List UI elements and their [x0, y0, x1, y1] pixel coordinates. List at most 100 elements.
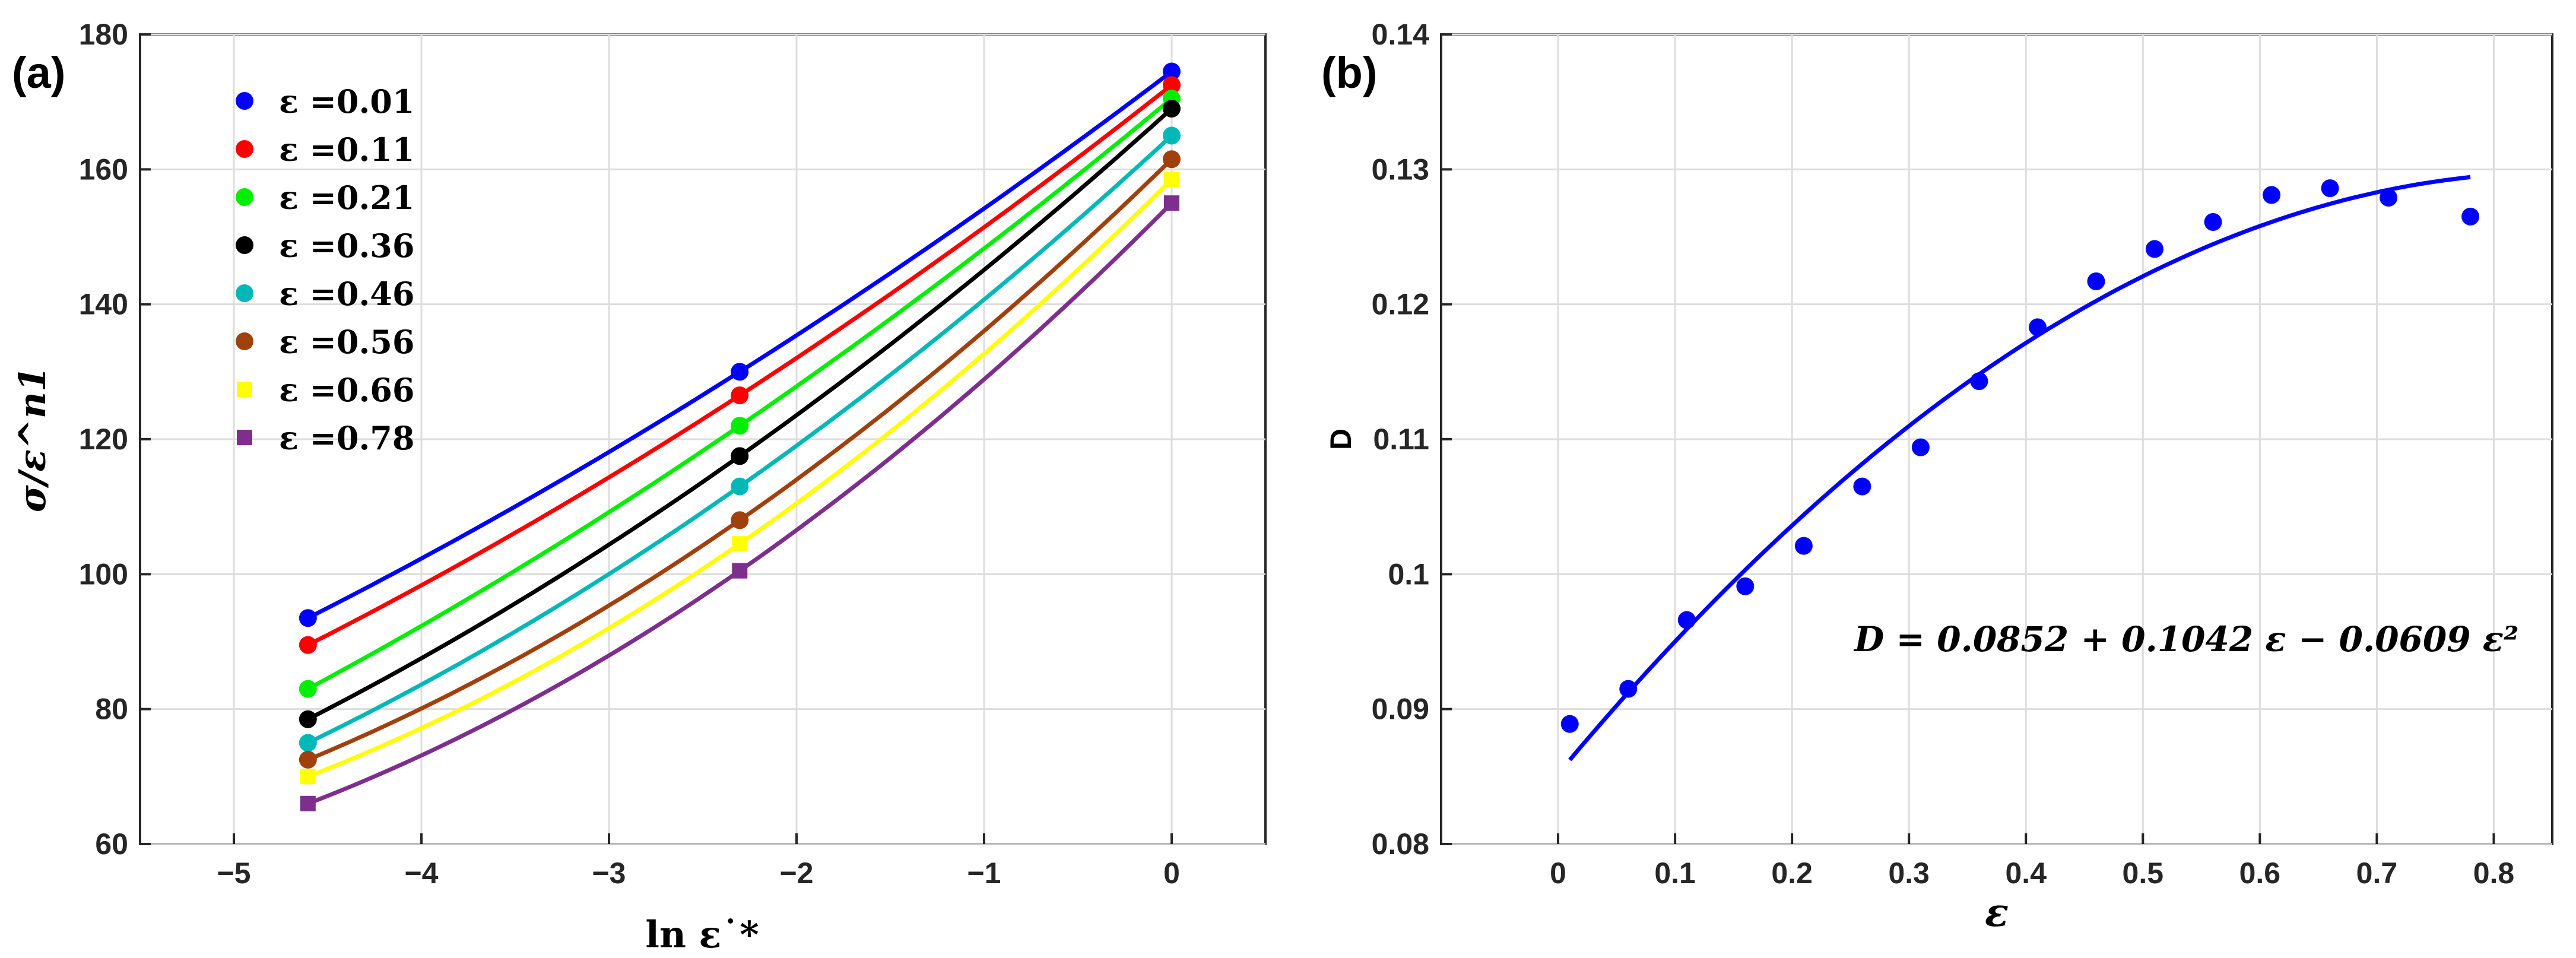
panel-a-data-point: [732, 536, 748, 552]
panel-a-x-tick-label: −3: [592, 857, 626, 890]
panel-b-y-axis-label: D: [1324, 429, 1357, 450]
panel-a-legend-label: ε =0.46: [279, 275, 414, 313]
panel-b-x-tick-label: 0.7: [2356, 857, 2398, 890]
panel-b-x-tick-label: 0.8: [2473, 857, 2515, 890]
panel-b-data-point: [2028, 318, 2047, 337]
panel-a-label: (a): [12, 48, 65, 97]
panel-b-data-point: [2380, 189, 2398, 207]
panel-b-fit-curve: [1568, 175, 2471, 762]
panel-a-data-point: [731, 386, 749, 405]
panel-b-x-tick-label: 0.1: [1654, 857, 1696, 890]
panel-b-chart: 0 0.1 0.2 0.3 0.4 0.5 0.6 0.7 0.8 0.08 0.09 0.1 0.11…: [1321, 18, 2553, 935]
panel-a-data-point: [300, 769, 316, 785]
panel-b-y-tick-label: 0.13: [1372, 153, 1429, 186]
panel-a-data-point: [1163, 76, 1181, 94]
panel-b-axes: 0 0.1 0.2 0.3 0.4 0.5 0.6 0.7 0.8 0.08 0.09 0.1 0.11…: [1372, 18, 2515, 890]
panel-a-y-tick-label: 140: [79, 288, 128, 321]
panel-a-y-tick-label: 80: [95, 693, 128, 726]
panel-b-y-tick-label: 0.08: [1372, 827, 1429, 861]
panel-a-grid: [140, 33, 1265, 845]
panel-a-data-point: [299, 680, 317, 698]
panel-a-data-point: [731, 447, 749, 465]
panel-a-legend-marker: [237, 382, 252, 397]
panel-b-data-point: [1794, 537, 1813, 555]
panel-a-legend-label: ε =0.78: [279, 419, 414, 457]
panel-a-data-point: [299, 636, 317, 654]
panel-a-data-point: [299, 750, 317, 769]
panel-a-legend-marker: [236, 236, 253, 254]
panel-a-legend-marker: [236, 92, 253, 110]
panel-a-y-tick-label: 120: [79, 423, 128, 456]
panel-b-data-point: [2087, 272, 2105, 291]
panel-b-equation: D = 0.0852 + 0.1042 ε − 0.0609 ε²: [1853, 619, 2518, 659]
panel-a-y-tick-label: 100: [79, 557, 128, 591]
panel-b-data-point: [1677, 611, 1696, 629]
panel-b-data-point: [1911, 438, 1930, 456]
panel-b-data-point: [2461, 207, 2480, 226]
panel-a-legend-marker: [237, 430, 252, 445]
panel-a-y-tick-label: 160: [79, 153, 128, 186]
panel-b-data-point: [2263, 186, 2281, 204]
panel-a-data-point: [1163, 62, 1181, 81]
panel-a-legend-marker: [236, 140, 253, 158]
panel-a-data-point: [731, 417, 749, 435]
panel-b-x-tick-label: 0: [1550, 857, 1566, 890]
panel-a-data-points: [299, 62, 1181, 811]
panel-a-data-point: [300, 795, 316, 811]
panel-a-data-point: [1164, 195, 1179, 211]
panel-b-x-tick-label: 0.4: [2006, 857, 2047, 890]
panel-a-legend: ε =0.01 ε =0.11 ε =0.21 ε =0.36 ε =0.46 ε =0.…: [236, 83, 414, 457]
panel-b-data-points: [1560, 179, 2480, 733]
panel-a-x-axis-label: ln ε˙*: [645, 913, 759, 956]
panel-a-legend-label: ε =0.01: [279, 83, 414, 120]
panel-a-data-point: [731, 363, 749, 381]
panel-a-y-tick-label: 180: [79, 18, 128, 51]
panel-a-data-point: [731, 477, 749, 496]
panel-a-data-point: [299, 710, 317, 728]
panel-a-axes: −5 −4 −3 −2 −1 0 60 80 100 120 140 160 180: [79, 18, 1180, 890]
panel-b-y-tick-label: 0.12: [1372, 288, 1429, 321]
panel-a-data-point: [299, 609, 317, 627]
panel-a-y-axis-label: σ/ε^n1: [11, 366, 54, 512]
panel-b-y-tick-label: 0.1: [1388, 557, 1429, 591]
panel-a-data-point: [299, 734, 317, 752]
panel-a-legend-label: ε =0.11: [279, 131, 414, 169]
panel-b-y-tick-label: 0.09: [1372, 693, 1429, 726]
panel-a-legend-label: ε =0.36: [279, 227, 414, 265]
panel-b-data-point: [1619, 680, 1638, 698]
panel-b-label: (b): [1321, 48, 1378, 97]
panel-a-x-tick-label: −1: [967, 857, 1001, 890]
panel-a-legend-label: ε =0.56: [279, 323, 414, 361]
panel-a-data-point: [1163, 100, 1181, 118]
panel-b-y-tick-label: 0.14: [1372, 18, 1430, 51]
panel-b-x-tick-label: 0.5: [2123, 857, 2164, 890]
panel-b-data-point: [1970, 372, 1988, 391]
panel-b-fit-line: [1568, 175, 2471, 762]
panel-b-data-point: [1853, 477, 1871, 496]
panel-a-data-point: [1164, 172, 1179, 188]
panel-b-data-point: [1736, 577, 1755, 595]
panel-b-y-tick-label: 0.11: [1373, 423, 1429, 456]
panel-b-data-point: [2204, 212, 2222, 231]
panel-a-legend-marker: [236, 284, 253, 302]
panel-b-x-tick-label: 0.3: [1888, 857, 1930, 890]
panel-a-legend-marker: [236, 332, 253, 350]
panel-a-legend-label: ε =0.21: [279, 179, 414, 217]
panel-a-x-tick-label: −5: [217, 857, 250, 890]
panel-a-x-tick-label: 0: [1163, 857, 1180, 890]
panel-a-legend-label: ε =0.66: [279, 371, 414, 409]
panel-a-data-point: [1163, 126, 1181, 145]
panel-a-x-tick-label: −4: [404, 857, 438, 890]
panel-a-data-point: [731, 511, 749, 529]
panel-b-grid: [1441, 33, 2552, 845]
panel-a-data-point: [1163, 150, 1181, 169]
panel-b-x-tick-label: 0.2: [1771, 857, 1813, 890]
panel-b-data-point: [2146, 240, 2164, 258]
panel-a-x-tick-label: −2: [779, 857, 813, 890]
panel-b-data-point: [1560, 715, 1579, 733]
panel-b-x-tick-label: 0.6: [2239, 857, 2281, 890]
panel-b-x-axis-label: ε: [1985, 889, 2009, 935]
panel-a-data-point: [732, 563, 748, 579]
